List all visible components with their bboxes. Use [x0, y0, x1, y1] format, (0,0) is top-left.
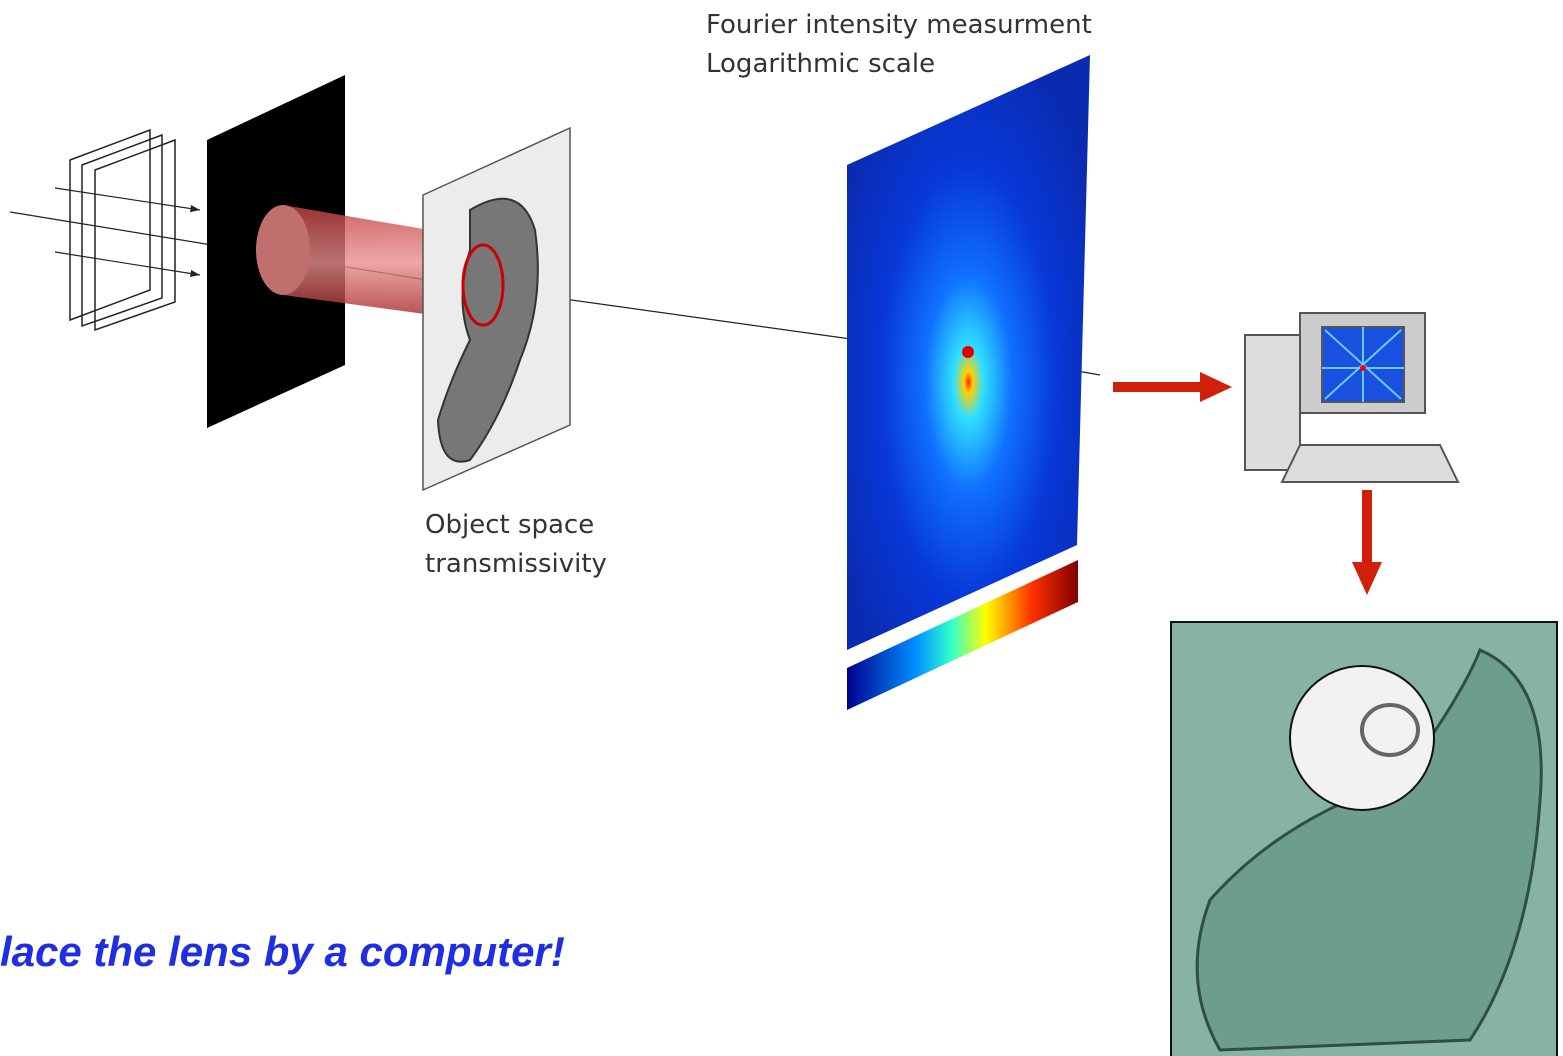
colorbar: [847, 560, 1078, 710]
fourier-label: Fourier intensity measurment: [706, 10, 1092, 40]
zoom-detail: [1360, 703, 1420, 757]
wavefronts: [69, 128, 176, 332]
fourier-label: Logarithmic scale: [706, 49, 935, 79]
computer: [1244, 312, 1460, 483]
red-arrows: [1113, 372, 1382, 595]
object-label: transmissivity: [425, 549, 607, 579]
object-specimen: [436, 197, 539, 463]
caption: lace the lens by a computer!: [0, 928, 565, 975]
object-label: Object space: [425, 510, 594, 540]
object-circle: [461, 243, 505, 327]
fourier-center: [962, 346, 974, 358]
